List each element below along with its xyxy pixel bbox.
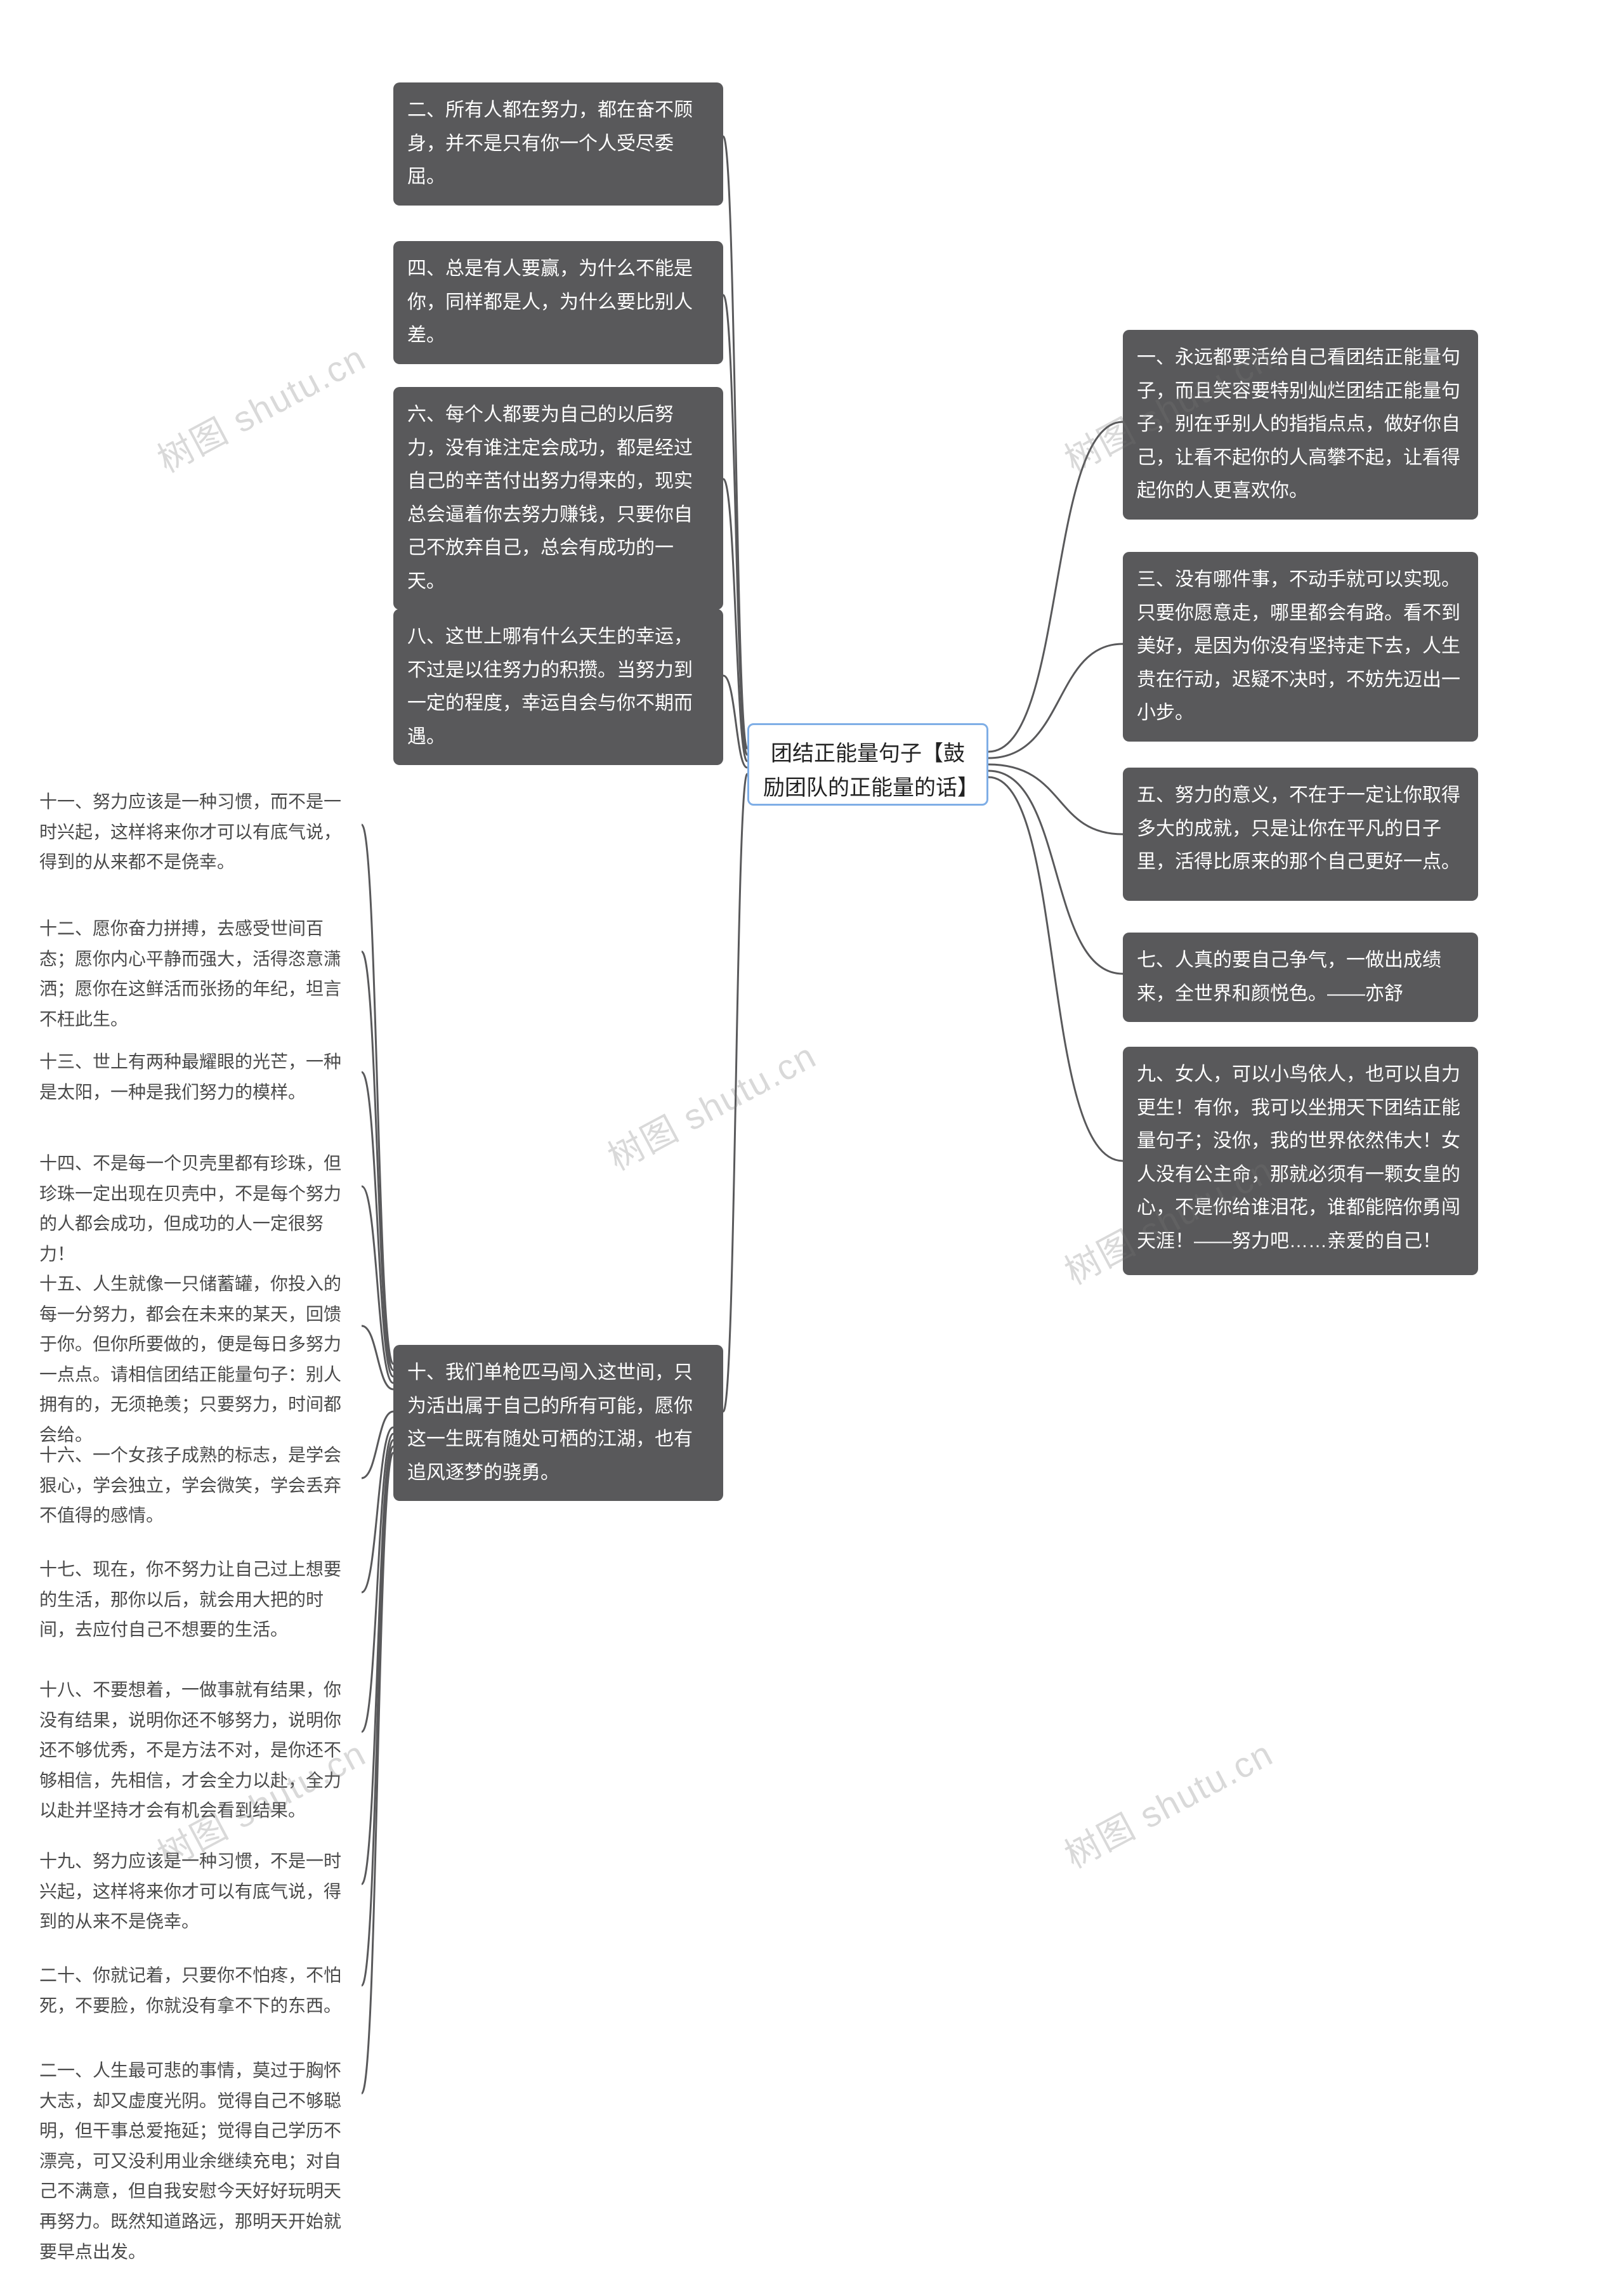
- edge: [362, 1186, 393, 1383]
- edge: [723, 479, 747, 761]
- leaf-node[interactable]: 十三、世上有两种最耀眼的光芒，一种是太阳，一种是我们努力的模样。: [32, 1040, 362, 1113]
- edge: [723, 774, 747, 1412]
- left-branch-node[interactable]: 六、每个人都要为自己的以后努力，没有谁注定会成功，都是经过自己的辛苦付出努力得来…: [393, 387, 723, 610]
- right-branch-node[interactable]: 五、努力的意义，不在于一定让你取得多大的成就，只是让你在平凡的日子里，活得比原来…: [1123, 768, 1478, 901]
- leaf-node[interactable]: 十二、愿你奋力拼搏，去感受世间百态；愿你内心平静而强大，活得恣意潇洒；愿你在这鲜…: [32, 907, 362, 1040]
- right-branch-node[interactable]: 九、女人，可以小鸟依人，也可以自力更生！有你，我可以坐拥天下团结正能量句子；没你…: [1123, 1047, 1478, 1275]
- watermark: 树图 shutu.cn: [1054, 1726, 1281, 1878]
- edge: [362, 1434, 393, 1732]
- edge: [362, 1427, 393, 1592]
- edge: [362, 1446, 393, 1986]
- edge: [988, 777, 1123, 1161]
- edge: [362, 825, 393, 1364]
- watermark: 树图 shutu.cn: [147, 330, 374, 483]
- left-branch-node[interactable]: 四、总是有人要赢，为什么不能是你，同样都是人，为什么要比别人差。: [393, 241, 723, 364]
- left-branch-node[interactable]: 十、我们单枪匹马闯入这世间，只为活出属于自己的所有可能，愿你这一生既有随处可栖的…: [393, 1345, 723, 1501]
- root-node[interactable]: 团结正能量句子【鼓励团队的正能量的话】: [747, 723, 988, 806]
- edge: [988, 422, 1123, 752]
- leaf-node[interactable]: 十九、努力应该是一种习惯，不是一时兴起，这样将来你才可以有底气说，得到的从来不是…: [32, 1840, 362, 1943]
- edge: [362, 1072, 393, 1377]
- leaf-node[interactable]: 二十、你就记着，只要你不怕疼，不怕死，不要脸，你就没有拿不下的东西。: [32, 1954, 362, 2027]
- edge: [723, 676, 747, 768]
- leaf-node[interactable]: 十一、努力应该是一种习惯，而不是一时兴起，这样将来你才可以有底气说，得到的从来都…: [32, 780, 362, 884]
- edge: [723, 136, 747, 749]
- mindmap-canvas: 团结正能量句子【鼓励团队的正能量的话】 一、永远都要活给自己看团结正能量句子，而…: [0, 0, 1624, 2112]
- edge: [362, 1453, 393, 2093]
- edge: [362, 952, 393, 1370]
- right-branch-node[interactable]: 三、没有哪件事，不动手就可以实现。只要你愿意走，哪里都会有路。看不到美好，是因为…: [1123, 552, 1478, 742]
- edge: [988, 764, 1123, 834]
- left-branch-node[interactable]: 二、所有人都在努力，都在奋不顾身，并不是只有你一个人受尽委屈。: [393, 82, 723, 206]
- leaf-node[interactable]: 十七、现在，你不努力让自己过上想要的生活，那你以后，就会用大把的时间，去应付自己…: [32, 1548, 362, 1651]
- edge: [723, 295, 747, 755]
- watermark: 树图 shutu.cn: [598, 1028, 824, 1181]
- edge: [988, 644, 1123, 758]
- edge: [362, 1412, 393, 1478]
- edge: [988, 771, 1123, 974]
- edge: [362, 1326, 393, 1389]
- leaf-node[interactable]: 十五、人生就像一只储蓄罐，你投入的每一分努力，都会在未来的某天，回馈于你。但你所…: [32, 1262, 362, 1457]
- right-branch-node[interactable]: 七、人真的要自己争气，一做出成绩来，全世界和颜悦色。——亦舒: [1123, 933, 1478, 1022]
- leaf-node[interactable]: 十四、不是每一个贝壳里都有珍珠，但珍珠一定出现在贝壳中，不是每个努力的人都会成功…: [32, 1142, 362, 1275]
- leaf-node[interactable]: 十六、一个女孩子成熟的标志，是学会狠心，学会独立，学会微笑，学会丢弃不值得的感情…: [32, 1434, 362, 1537]
- leaf-node[interactable]: 十八、不要想着，一做事就有结果，你没有结果，说明你还不够努力，说明你还不够优秀，…: [32, 1668, 362, 1832]
- leaf-node[interactable]: 二一、人生最可悲的事情，莫过于胸怀大志，却又虚度光阴。觉得自己不够聪明，但干事总…: [32, 2049, 362, 2273]
- edge: [362, 1440, 393, 1884]
- left-branch-node[interactable]: 八、这世上哪有什么天生的幸运，不过是以往努力的积攒。当努力到一定的程度，幸运自会…: [393, 609, 723, 765]
- right-branch-node[interactable]: 一、永远都要活给自己看团结正能量句子，而且笑容要特别灿烂团结正能量句子，别在乎别…: [1123, 330, 1478, 520]
